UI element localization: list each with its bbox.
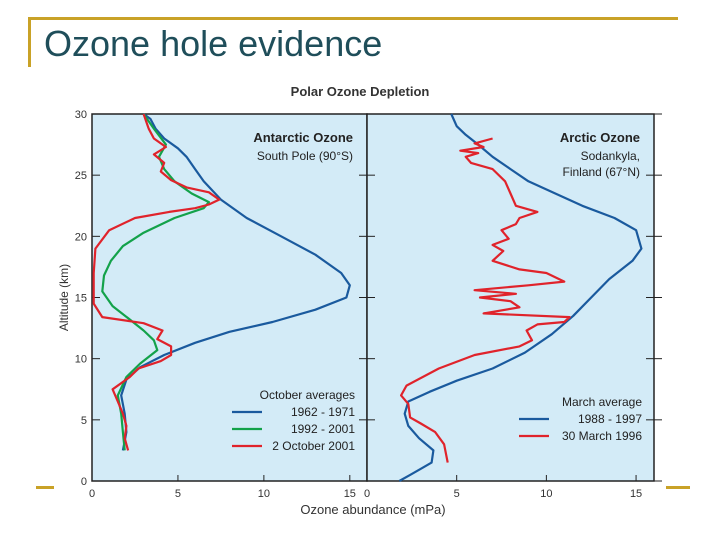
panel-2-series-line-2 xyxy=(400,137,571,463)
panel-2-legend-label-1: 1988 - 1997 xyxy=(578,412,642,426)
panel-1-legend-title: October averages xyxy=(260,388,355,402)
x-tick-label: 0 xyxy=(364,488,370,500)
ozone-chart-figure: Polar Ozone Depletion Altitude (km) Ozone … xyxy=(54,76,666,522)
ozone-chart-svg: Polar Ozone Depletion Altitude (km) Ozone … xyxy=(57,84,662,517)
panel-1-series-line-3 xyxy=(92,113,221,451)
x-axis-label: Ozone abundance (mPa) xyxy=(300,502,445,517)
panel-1-subtitle: South Pole (90°S) xyxy=(257,149,353,163)
panel-2-subtitle: Sodankyla, xyxy=(581,149,640,163)
panel-1-legend-label-3: 2 October 2001 xyxy=(272,439,355,453)
x-tick-label: 5 xyxy=(175,488,181,500)
top-gold-rule xyxy=(28,17,678,20)
x-tick-label: 5 xyxy=(454,488,460,500)
panel-2-legend-title: March average xyxy=(562,395,642,409)
y-tick-label: 5 xyxy=(81,415,87,427)
x-tick-label: 15 xyxy=(344,488,356,500)
y-tick-label: 10 xyxy=(75,354,87,366)
chart-title: Polar Ozone Depletion xyxy=(291,84,430,99)
x-tick-label: 0 xyxy=(89,488,95,500)
x-tick-label: 15 xyxy=(630,488,642,500)
left-gold-rule xyxy=(28,17,31,67)
y-tick-label: 25 xyxy=(75,170,87,182)
panel-1-plot-area xyxy=(91,113,368,482)
y-tick-label: 15 xyxy=(75,293,87,305)
y-tick-label: 20 xyxy=(75,231,87,243)
panel-1-title: Antarctic Ozone xyxy=(253,130,353,145)
x-tick-label: 10 xyxy=(258,488,270,500)
y-tick-label: 0 xyxy=(81,476,87,488)
panel-2-subtitle: Finland (67°N) xyxy=(563,165,641,179)
panel-1-series-line-2 xyxy=(101,113,210,451)
panel-2-legend-label-2: 30 March 1996 xyxy=(562,429,642,443)
x-tick-label: 10 xyxy=(540,488,552,500)
y-axis-label: Altitude (km) xyxy=(57,264,71,331)
panel-2-title: Arctic Ozone xyxy=(560,130,640,145)
panel-1-legend-label-2: 1992 - 2001 xyxy=(291,422,355,436)
slide-title: Ozone hole evidence xyxy=(44,23,383,64)
y-tick-label: 30 xyxy=(75,109,87,121)
panel-1-legend-label-1: 1962 - 1971 xyxy=(291,405,355,419)
panel-2-series-line-1 xyxy=(398,113,643,482)
